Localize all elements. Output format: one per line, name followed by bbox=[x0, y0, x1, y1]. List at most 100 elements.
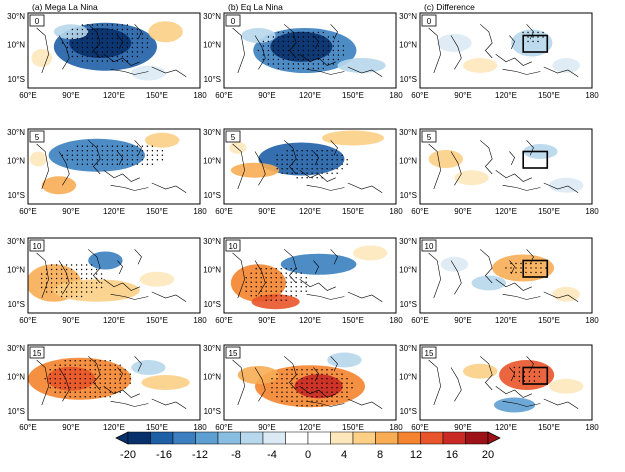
significance-dot bbox=[317, 63, 320, 65]
significance-dot bbox=[307, 49, 310, 52]
significance-dot bbox=[537, 36, 539, 38]
lat-tick-label: 10°S bbox=[204, 407, 221, 416]
significance-dot bbox=[91, 55, 94, 58]
significance-dot bbox=[95, 268, 98, 271]
significance-dot bbox=[270, 268, 272, 270]
colorbar-tick-label: -20 bbox=[120, 449, 136, 461]
significance-dot bbox=[96, 42, 99, 44]
anomaly-shading bbox=[437, 34, 472, 52]
map-field bbox=[224, 129, 396, 204]
significance-dot bbox=[60, 295, 63, 298]
region-box bbox=[522, 34, 549, 53]
significance-dot bbox=[336, 378, 338, 380]
lat-tick-label: 30°N bbox=[399, 12, 417, 21]
significance-dot bbox=[114, 373, 116, 375]
significance-dot bbox=[306, 387, 308, 389]
significance-dot bbox=[50, 277, 53, 280]
significance-dot bbox=[286, 378, 288, 380]
significance-dot bbox=[301, 400, 303, 402]
coastline bbox=[232, 249, 383, 303]
significance-dot bbox=[332, 40, 335, 43]
significance-dot bbox=[336, 382, 338, 384]
significance-dot bbox=[332, 45, 335, 47]
significance-dot bbox=[114, 378, 116, 380]
significance-dot bbox=[70, 268, 73, 271]
significance-dot bbox=[255, 281, 257, 283]
significance-dot bbox=[297, 31, 300, 34]
significance-dot bbox=[281, 400, 283, 402]
significance-dot bbox=[322, 45, 325, 47]
lon-tick-label: 60°E bbox=[19, 207, 36, 216]
significance-dot bbox=[322, 49, 325, 52]
significance-dot bbox=[307, 63, 310, 65]
significance-dot bbox=[311, 373, 313, 375]
significance-dot bbox=[282, 67, 285, 70]
significance-dot bbox=[146, 163, 149, 165]
anomaly-shading bbox=[251, 294, 300, 310]
significance-dot bbox=[69, 364, 71, 366]
significance-dot bbox=[70, 282, 73, 284]
significance-dot bbox=[295, 295, 297, 297]
significance-dot bbox=[114, 369, 116, 371]
significance-dot bbox=[301, 163, 303, 165]
significance-dot bbox=[65, 295, 68, 298]
significance-dot bbox=[530, 267, 532, 269]
significance-dot bbox=[326, 163, 328, 165]
significance-dot bbox=[136, 145, 139, 147]
significance-dot bbox=[286, 168, 288, 170]
lat-tick-label: 10°S bbox=[400, 191, 417, 200]
significance-dot bbox=[281, 154, 283, 156]
significance-dot bbox=[99, 378, 101, 380]
significance-dot bbox=[91, 154, 94, 156]
map-field bbox=[420, 129, 592, 204]
significance-dot bbox=[65, 268, 68, 271]
significance-dot bbox=[307, 54, 310, 56]
lat-tick-label: 10°N bbox=[7, 266, 25, 275]
colorbar-segment bbox=[127, 431, 151, 445]
significance-dot bbox=[136, 37, 139, 40]
significance-dot bbox=[104, 382, 106, 384]
lon-tick-label: 120°E bbox=[103, 91, 125, 100]
significance-dot bbox=[50, 268, 53, 271]
lon-tick-label: 150°E bbox=[538, 316, 560, 325]
significance-dot bbox=[525, 271, 527, 274]
lon-tick-label: 120°E bbox=[299, 316, 321, 325]
significance-dot bbox=[307, 36, 310, 38]
significance-dot bbox=[327, 36, 330, 38]
significance-dot bbox=[535, 271, 537, 274]
significance-dot bbox=[141, 163, 144, 165]
significance-dot bbox=[86, 24, 89, 26]
significance-dot bbox=[317, 36, 320, 38]
significance-dot bbox=[84, 373, 86, 375]
lag-label-box bbox=[421, 130, 437, 143]
panel-frame bbox=[419, 12, 593, 89]
significance-dot bbox=[161, 150, 164, 152]
lon-tick-label: 90°E bbox=[62, 423, 79, 432]
significance-dot bbox=[71, 33, 74, 35]
lat-tick-label: 30°N bbox=[399, 344, 417, 353]
significance-dot bbox=[104, 373, 106, 375]
significance-dot bbox=[119, 373, 121, 375]
significance-dot bbox=[270, 295, 272, 297]
significance-dot bbox=[101, 51, 104, 53]
significance-dot bbox=[520, 262, 522, 265]
anomaly-shading bbox=[53, 24, 89, 40]
colorbar-segment bbox=[465, 431, 489, 445]
significance-dot bbox=[312, 54, 315, 56]
significance-dot bbox=[85, 264, 88, 266]
significance-dot bbox=[316, 150, 318, 152]
lon-tick-label: 120°E bbox=[299, 91, 321, 100]
significance-dot bbox=[126, 145, 129, 147]
significance-dot bbox=[136, 42, 139, 44]
significance-dot bbox=[79, 369, 81, 371]
significance-dot bbox=[322, 54, 325, 56]
significance-dot bbox=[106, 163, 109, 165]
significance-dot bbox=[85, 286, 88, 289]
significance-dot bbox=[104, 391, 106, 393]
significance-dot bbox=[86, 163, 89, 165]
significance-dot bbox=[86, 46, 89, 49]
significance-dot bbox=[111, 145, 114, 147]
significance-dot bbox=[291, 382, 293, 384]
significance-dot bbox=[540, 262, 542, 265]
significance-dot bbox=[276, 391, 278, 393]
